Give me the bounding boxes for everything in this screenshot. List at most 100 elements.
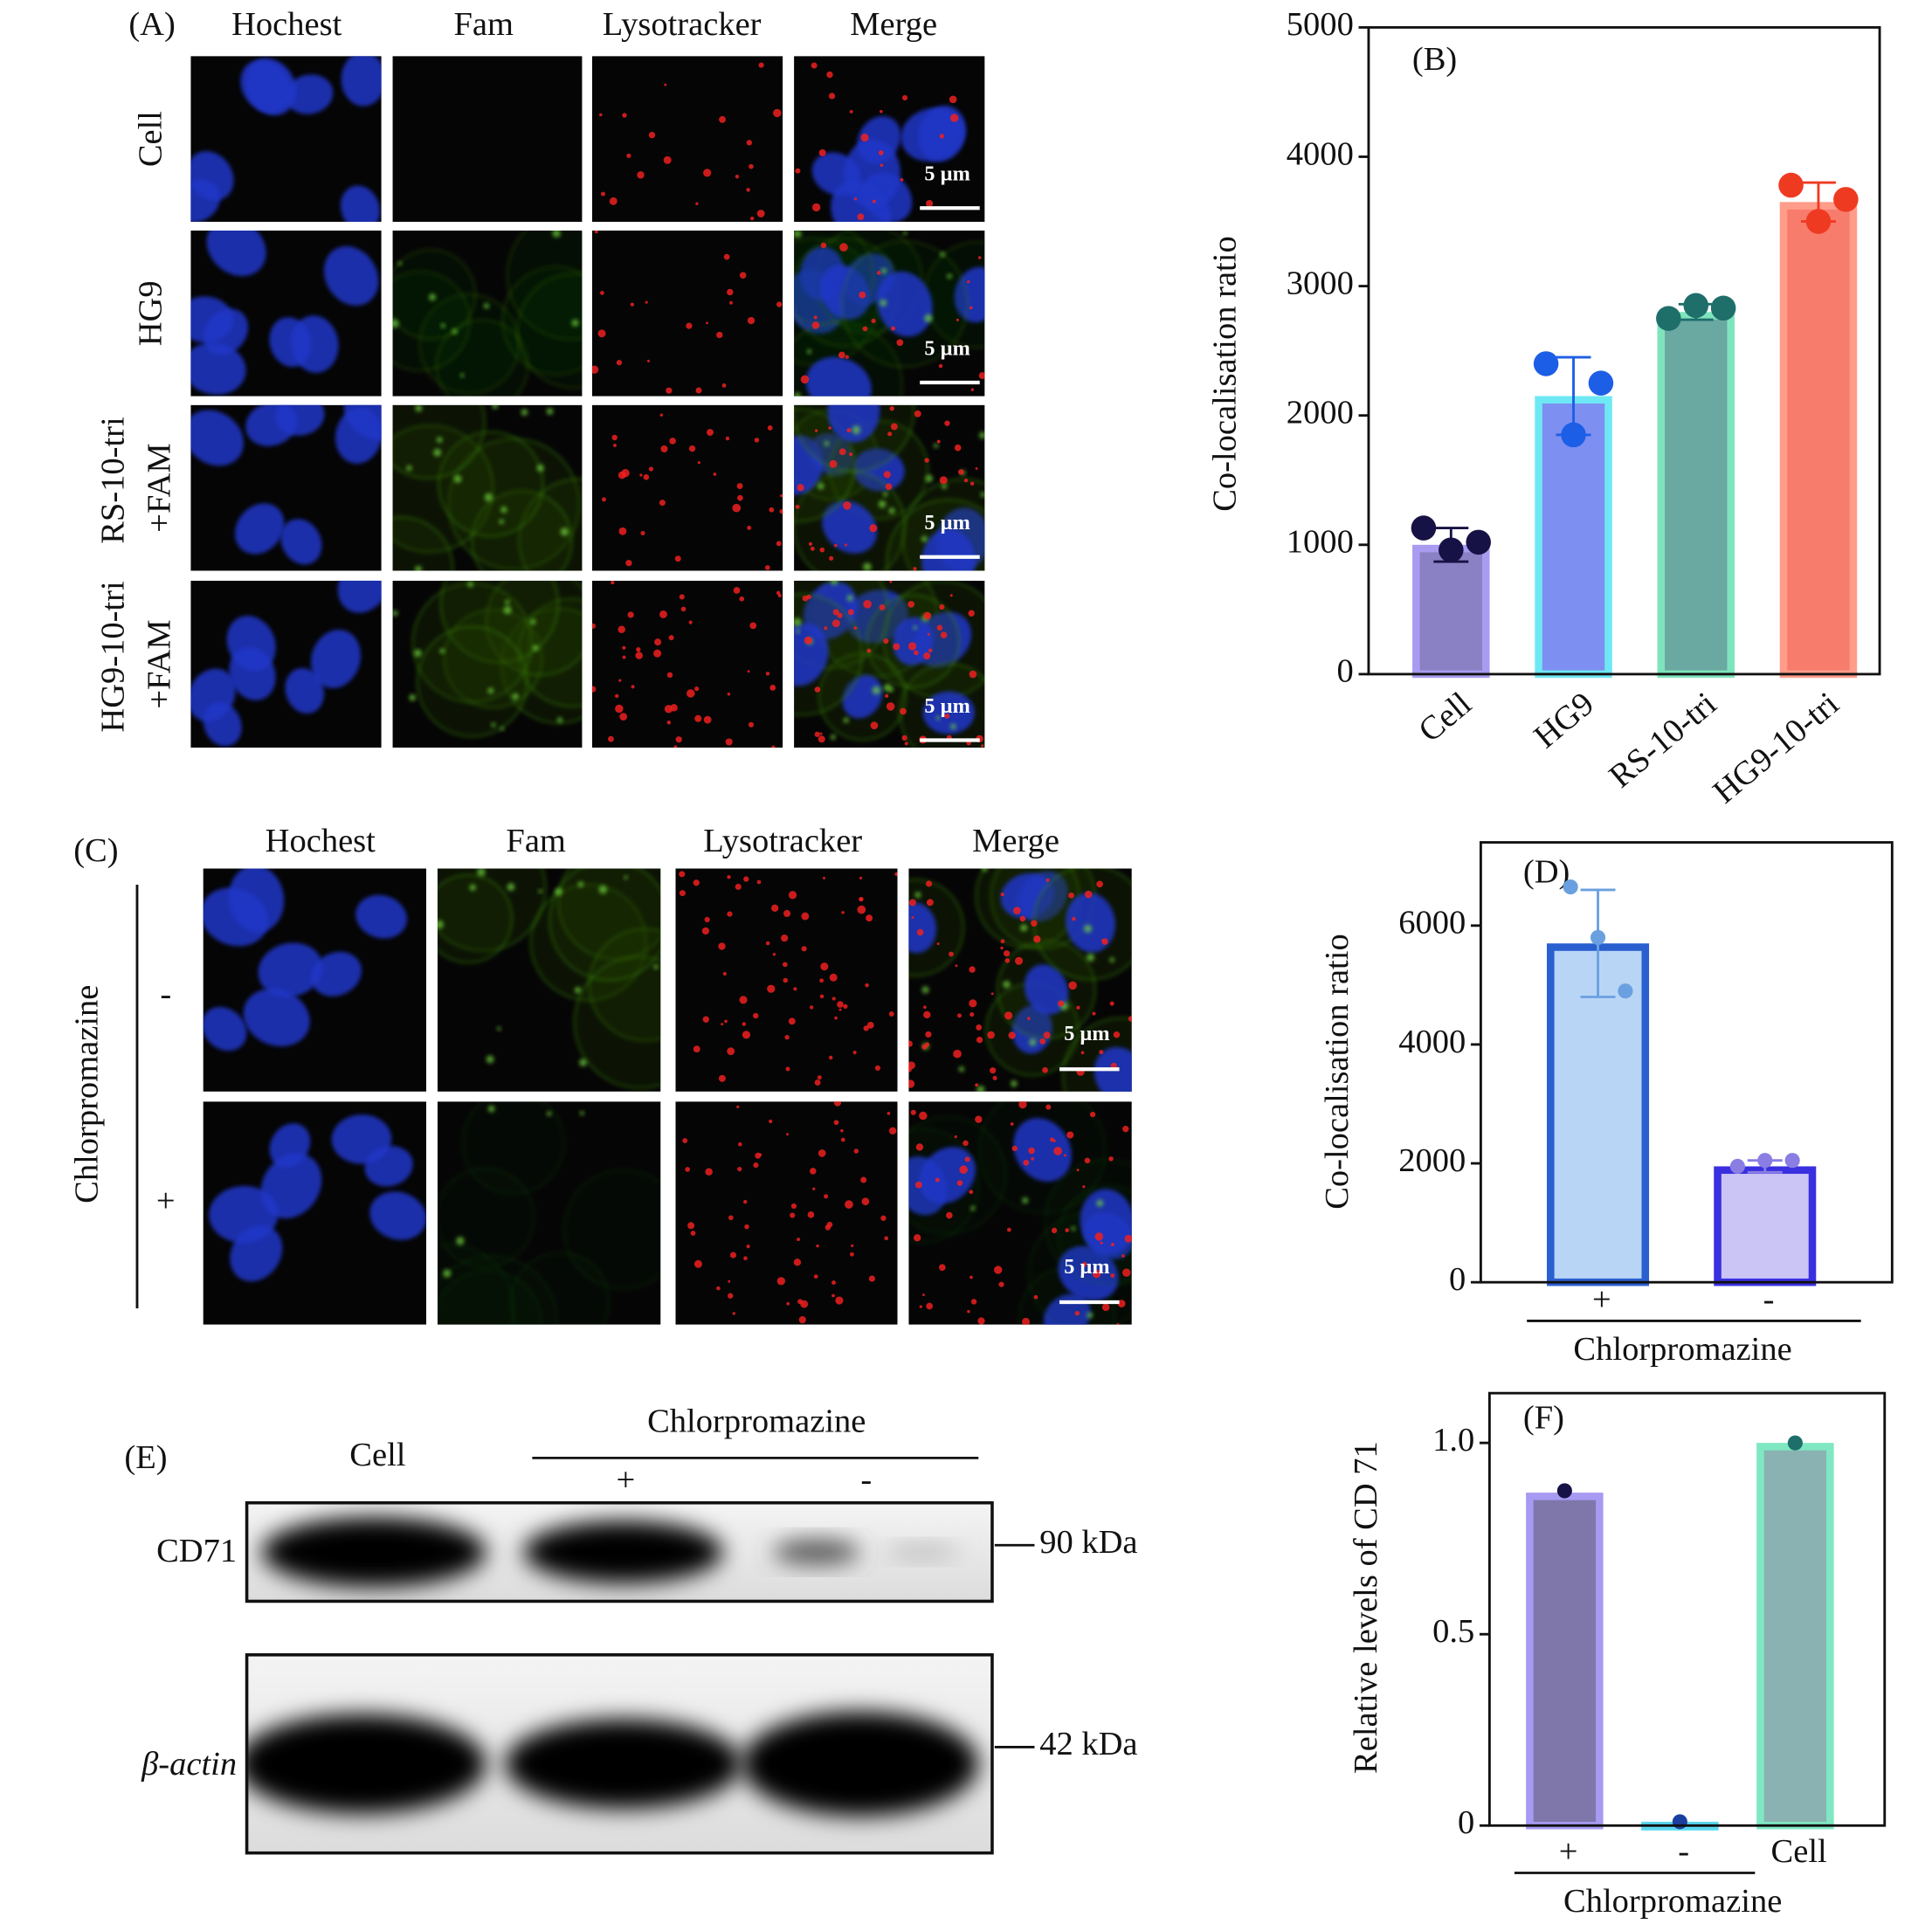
lyso-dot	[721, 1023, 724, 1026]
lyso-dot	[914, 1181, 922, 1189]
lyso-dot	[884, 1236, 889, 1241]
lyso-dot	[981, 744, 984, 748]
y-tick-label: 4000	[1398, 1024, 1466, 1060]
lyso-dot	[832, 609, 839, 616]
lyso-dot	[837, 612, 843, 618]
lyso-dot	[703, 715, 712, 724]
lyso-dot	[891, 326, 896, 331]
lyso-dot	[786, 1133, 790, 1136]
cell-outline	[562, 1168, 661, 1291]
lyso-dot	[975, 1115, 983, 1123]
lyso-dot	[936, 624, 943, 631]
lyso-dot	[838, 448, 846, 456]
lyso-dot	[753, 1012, 759, 1019]
lyso-dot	[747, 525, 752, 530]
lyso-dot	[804, 636, 812, 645]
marker-label: 42 kDa	[1039, 1726, 1137, 1762]
lane-label: -	[860, 1462, 872, 1499]
lyso-dot	[924, 458, 929, 463]
fam-dot	[794, 392, 801, 397]
micrograph	[392, 404, 583, 571]
lyso-dot	[783, 977, 788, 983]
fam-dot	[428, 293, 437, 301]
lyso-dot	[609, 197, 618, 205]
micrograph	[190, 56, 382, 222]
lyso-dot	[746, 140, 753, 146]
panel-label: (D)	[1523, 853, 1570, 890]
lyso-dot	[727, 1047, 735, 1056]
fam-dot	[1020, 924, 1028, 932]
lyso-dot	[728, 1215, 734, 1221]
fam-dot	[796, 629, 800, 634]
lyso-dot	[814, 731, 820, 737]
fam-dot	[500, 506, 507, 514]
lyso-dot	[964, 1156, 970, 1162]
lyso-dot	[737, 494, 743, 501]
lyso-dot	[625, 560, 632, 567]
x-tick-label: -	[1763, 1281, 1775, 1318]
fam-dot	[497, 1026, 501, 1031]
lyso-dot	[728, 1279, 731, 1283]
lyso-dot	[889, 580, 893, 583]
micrograph-bg	[392, 56, 583, 222]
lyso-dot	[755, 1152, 762, 1159]
lyso-dot	[919, 1111, 928, 1121]
plot-frame	[1479, 841, 1894, 1284]
fam-dot	[433, 448, 442, 457]
scale-bar-label: 5 µm	[924, 511, 969, 534]
fam-dot	[574, 987, 582, 994]
fam-dot	[958, 1065, 965, 1072]
data-point	[1778, 172, 1804, 198]
lyso-dot	[976, 1024, 983, 1031]
lyso-dot	[679, 594, 685, 600]
lyso-dot	[886, 702, 895, 711]
panel-label: (C)	[73, 832, 118, 869]
nucleus	[369, 1191, 427, 1240]
fam-dot	[505, 599, 510, 605]
lyso-dot	[801, 912, 810, 921]
lyso-dot	[790, 1212, 796, 1218]
row-label: +	[156, 1183, 176, 1219]
fam-dot	[512, 693, 519, 700]
lyso-dot	[601, 497, 606, 502]
y-tick-label: 2000	[1398, 1142, 1466, 1179]
lyso-dot	[859, 876, 863, 879]
lyso-dot	[944, 420, 950, 426]
lyso-dot	[859, 896, 864, 902]
lyso-dot	[640, 530, 645, 536]
fam-dot	[546, 408, 554, 415]
fam-dot	[500, 727, 505, 731]
lyso-dot	[591, 623, 596, 629]
lyso-dot	[809, 1005, 814, 1010]
lyso-dot	[780, 934, 789, 942]
lyso-dot	[749, 163, 754, 169]
nucleus	[893, 617, 934, 665]
y-axis-label: Relative levels of CD 71	[1348, 1441, 1384, 1774]
lyso-dot	[776, 541, 782, 547]
lane-label: Cell	[349, 1437, 405, 1473]
lyso-dot	[880, 1215, 887, 1221]
lyso-dot	[860, 1176, 867, 1183]
lyso-dot	[1121, 1254, 1125, 1258]
lyso-dot	[776, 301, 783, 307]
lyso-dot	[927, 632, 930, 636]
lyso-dot	[831, 996, 836, 1001]
fam-dot	[415, 565, 422, 571]
lyso-dot	[635, 652, 643, 659]
fam-dot	[846, 595, 853, 602]
lyso-dot	[908, 1079, 915, 1088]
lyso-dot	[810, 1168, 817, 1175]
fam-dot	[925, 474, 934, 483]
micrograph	[591, 580, 783, 748]
lyso-dot	[885, 483, 893, 491]
lyso-dot	[977, 1317, 985, 1325]
y-axis-label: Co-localisation ratio	[1319, 934, 1356, 1210]
lyso-dot	[849, 109, 853, 114]
lyso-dot	[907, 642, 917, 651]
lyso-dot	[888, 1011, 894, 1017]
lyso-dot	[1084, 1157, 1091, 1164]
lyso-dot	[863, 1025, 869, 1031]
fam-dot	[459, 373, 465, 378]
lyso-dot	[701, 927, 710, 935]
lyso-dot	[716, 331, 723, 339]
